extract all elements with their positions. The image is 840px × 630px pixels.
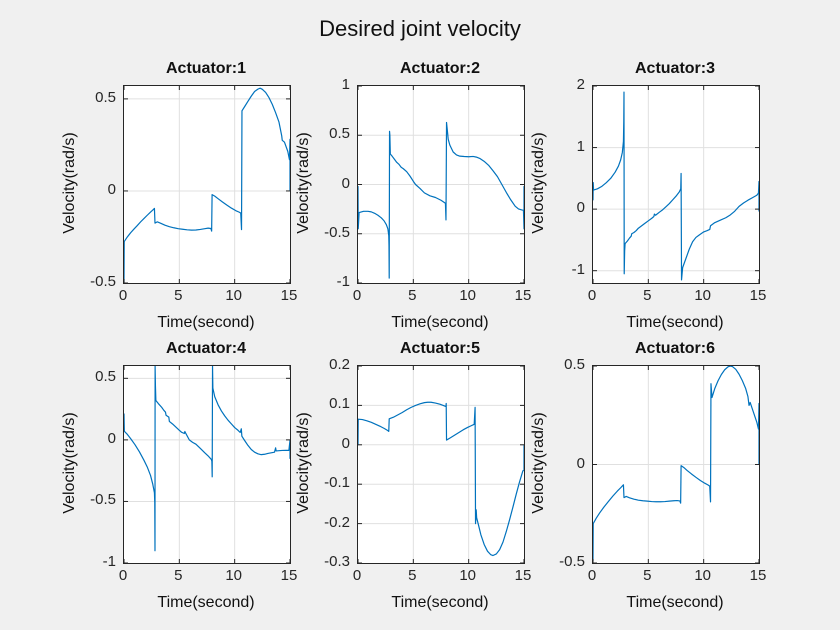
x-tick-label: 5	[643, 287, 652, 304]
x-tick-label: 10	[225, 567, 242, 584]
velocity-line	[593, 366, 759, 562]
subplot-actuator-2: Actuator:2 Velocity(rad/s) Time(second) …	[282, 53, 543, 343]
y-tick-label: 0.5	[95, 88, 116, 106]
x-tick-label: 0	[587, 567, 597, 584]
x-axis-label: Time(second)	[157, 594, 255, 611]
y-tick-label: -0.5	[324, 223, 350, 241]
y-tick-label: 0	[576, 454, 585, 472]
y-tick-label: -0.5	[90, 273, 116, 290]
x-tick-label: 10	[225, 287, 242, 304]
y-tick-label: -1	[102, 553, 116, 570]
subplot-actuator-6: Actuator:6 Velocity(rad/s) Time(second) …	[517, 333, 778, 623]
x-tick-label: 10	[459, 287, 476, 304]
plot-svg	[358, 366, 524, 563]
plot-area	[123, 85, 291, 284]
y-tick-label: 0	[341, 434, 350, 452]
velocity-line	[358, 401, 524, 557]
y-tick-label: 1	[576, 137, 585, 155]
velocity-line	[124, 87, 290, 283]
plot-area	[357, 85, 525, 284]
y-tick-label: -0.3	[324, 553, 350, 570]
subplot-actuator-1: Actuator:1 Velocity(rad/s) Time(second) …	[48, 53, 309, 343]
y-tick-label: 0.5	[95, 368, 116, 386]
y-tick-label: -0.5	[90, 491, 116, 509]
y-tick-label: 0	[341, 174, 350, 192]
subplot-actuator-5: Actuator:5 Velocity(rad/s) Time(second) …	[282, 333, 543, 623]
plot-area	[592, 365, 760, 564]
x-axis-label: Time(second)	[626, 594, 724, 611]
x-tick-label: 5	[408, 567, 417, 584]
y-tick-label: -1	[336, 273, 350, 290]
subplot-title: Actuator:4	[165, 340, 246, 357]
x-tick-label: 10	[694, 567, 711, 584]
y-tick-label: -0.5	[559, 553, 585, 570]
plot-svg	[593, 366, 759, 563]
x-tick-label: 0	[118, 567, 128, 584]
x-tick-label: 0	[352, 567, 362, 584]
velocity-line	[124, 366, 290, 552]
x-axis-label: Time(second)	[391, 594, 489, 611]
x-tick-label: 0	[118, 287, 128, 304]
plot-area	[123, 365, 291, 564]
subplot-title: Actuator:5	[399, 340, 480, 357]
subplot-actuator-4: Actuator:4 Velocity(rad/s) Time(second) …	[48, 333, 309, 623]
y-tick-label: 2	[576, 76, 585, 93]
plot-svg	[124, 86, 290, 283]
subplot-title: Actuator:6	[634, 340, 715, 357]
plot-svg	[358, 86, 524, 283]
subplot-title: Actuator:2	[399, 60, 480, 77]
subplot-actuator-3: Actuator:3 Velocity(rad/s) Time(second) …	[517, 53, 778, 343]
y-tick-label: 0.5	[564, 356, 585, 373]
x-tick-label: 15	[514, 287, 532, 304]
plot-svg	[124, 366, 290, 563]
plot-area	[357, 365, 525, 564]
y-tick-label: 1	[341, 76, 350, 93]
y-tick-label: 0.1	[329, 395, 350, 413]
x-tick-label: 15	[280, 567, 298, 584]
x-tick-label: 15	[514, 567, 532, 584]
x-axis-label: Time(second)	[626, 314, 724, 331]
x-axis-label: Time(second)	[157, 314, 255, 331]
plot-area	[592, 85, 760, 284]
x-tick-label: 0	[352, 287, 362, 304]
y-axis-label: Velocity(rad/s)	[295, 412, 312, 514]
x-tick-label: 15	[749, 287, 767, 304]
x-tick-label: 10	[459, 567, 476, 584]
y-tick-label: -0.2	[324, 513, 350, 531]
figure-title: Desired joint velocity	[319, 16, 521, 41]
y-tick-label: 0	[107, 180, 116, 198]
y-tick-label: -0.1	[324, 474, 350, 492]
x-tick-label: 5	[174, 567, 183, 584]
y-tick-label: -1	[571, 260, 585, 278]
subplot-title: Actuator:3	[634, 60, 715, 77]
x-axis-label: Time(second)	[391, 314, 489, 331]
x-tick-label: 15	[749, 567, 767, 584]
x-tick-label: 0	[587, 287, 597, 304]
y-tick-label: 0.2	[329, 356, 350, 373]
x-tick-label: 10	[694, 287, 711, 304]
plot-svg	[593, 86, 759, 283]
subplot-title: Actuator:1	[165, 60, 246, 77]
y-tick-label: 0	[576, 199, 585, 217]
x-tick-label: 5	[408, 287, 417, 304]
y-tick-label: 0	[107, 429, 116, 447]
velocity-line	[593, 91, 759, 281]
y-tick-label: 0.5	[329, 125, 350, 143]
velocity-line	[358, 121, 524, 279]
x-tick-label: 15	[280, 287, 298, 304]
x-tick-label: 5	[174, 287, 183, 304]
x-tick-label: 5	[643, 567, 652, 584]
